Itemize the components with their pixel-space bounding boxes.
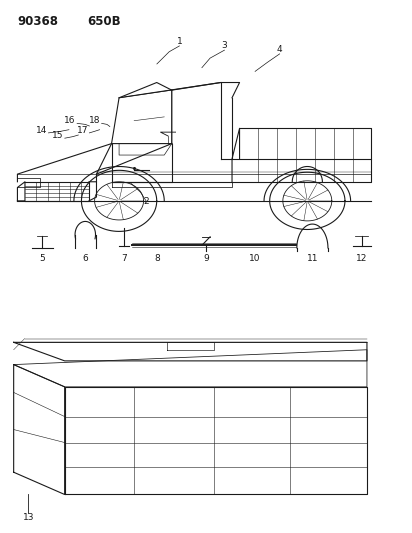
Text: 3: 3 xyxy=(222,41,227,50)
Text: 9: 9 xyxy=(203,254,209,263)
Text: 15: 15 xyxy=(52,131,63,140)
Text: 2: 2 xyxy=(144,197,150,206)
Text: 90368: 90368 xyxy=(18,14,59,28)
Text: 18: 18 xyxy=(89,116,101,125)
Text: 1: 1 xyxy=(176,37,182,46)
Text: 650B: 650B xyxy=(87,14,121,28)
Text: 8: 8 xyxy=(154,254,160,263)
Text: 13: 13 xyxy=(23,513,34,522)
Text: 11: 11 xyxy=(307,254,318,263)
Text: 4: 4 xyxy=(277,45,283,54)
Text: 6: 6 xyxy=(82,254,88,263)
Text: 17: 17 xyxy=(77,126,88,135)
Text: 14: 14 xyxy=(36,126,47,135)
Text: 5: 5 xyxy=(40,254,45,263)
Text: 16: 16 xyxy=(64,116,76,125)
Text: 12: 12 xyxy=(356,254,367,263)
Text: 7: 7 xyxy=(121,254,127,263)
Text: 10: 10 xyxy=(249,254,261,263)
